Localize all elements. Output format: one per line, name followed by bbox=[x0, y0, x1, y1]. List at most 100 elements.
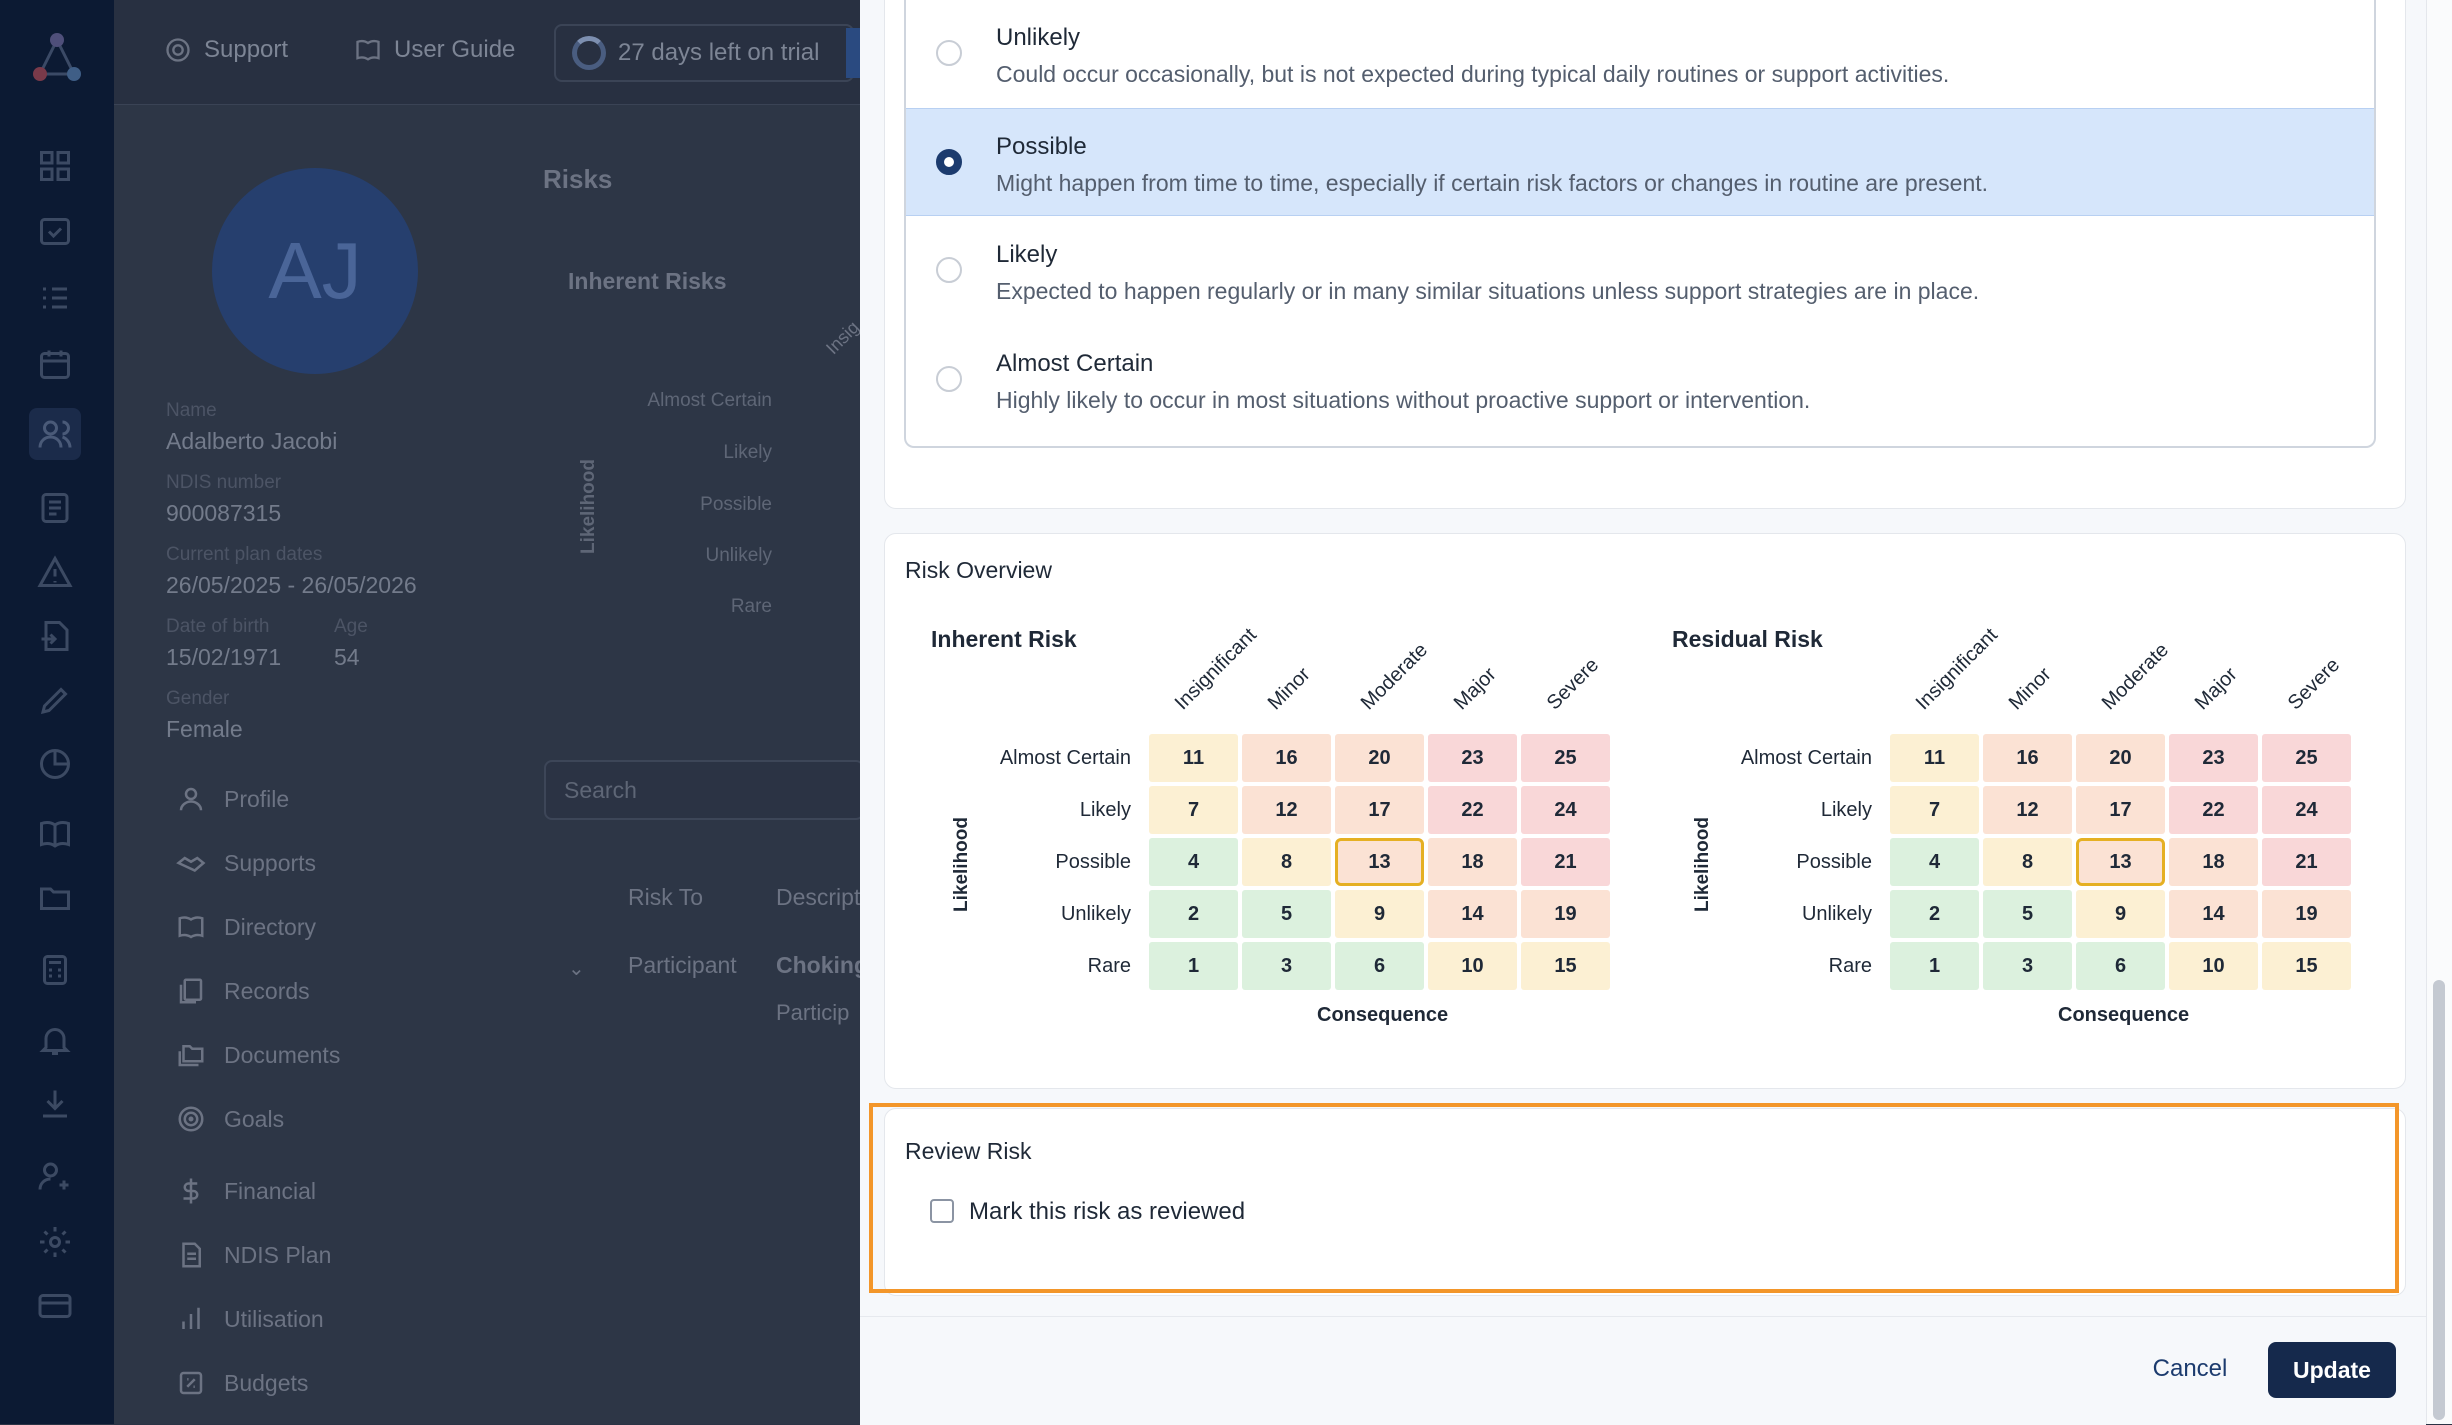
mark-reviewed-label[interactable]: Mark this risk as reviewed bbox=[969, 1198, 1246, 1225]
trial-indicator[interactable]: 27 days left on trial bbox=[554, 24, 854, 82]
name-value: Adalberto Jacobi bbox=[166, 428, 338, 454]
bg-row-label: Possible bbox=[700, 494, 772, 515]
likelihood-option-almost-certain[interactable]: Almost Certain Highly likely to occur in… bbox=[906, 326, 2374, 434]
matrix-cell: 5 bbox=[1242, 890, 1331, 938]
option-description: Expected to happen regularly or in many … bbox=[996, 278, 1980, 304]
notes-icon[interactable] bbox=[37, 490, 73, 526]
file-import-icon[interactable] bbox=[37, 618, 73, 654]
nav-profile[interactable]: Profile bbox=[176, 784, 289, 814]
matrix-cell: 23 bbox=[1428, 734, 1517, 782]
nav-ndis-plan[interactable]: NDIS Plan bbox=[176, 1240, 331, 1270]
likelihood-axis-label: Likelihood bbox=[951, 817, 972, 912]
matrix-cell: 17 bbox=[2076, 786, 2165, 834]
nav-records[interactable]: Records bbox=[176, 976, 310, 1006]
folder-icon[interactable] bbox=[37, 880, 73, 916]
update-button[interactable]: Update bbox=[2268, 1342, 2396, 1398]
user-settings-icon[interactable] bbox=[37, 1158, 73, 1194]
matrix-cell: 6 bbox=[2076, 942, 2165, 990]
nav-financial[interactable]: Financial bbox=[176, 1176, 316, 1206]
bg-row-label: Rare bbox=[730, 596, 772, 617]
calculator-icon[interactable] bbox=[37, 952, 73, 988]
matrix-cell: 4 bbox=[1149, 838, 1238, 886]
matrix-cell: 22 bbox=[1428, 786, 1517, 834]
likelihood-option-unlikely[interactable]: Unlikely Could occur occasionally, but i… bbox=[906, 0, 2374, 108]
expand-row-chevron-icon[interactable]: ⌄ bbox=[568, 958, 585, 980]
likelihood-option-possible[interactable]: Possible Might happen from time to time,… bbox=[906, 108, 2374, 216]
matrix-cell: 11 bbox=[1890, 734, 1979, 782]
risk-search-input[interactable]: Search bbox=[544, 760, 860, 820]
book-open-icon bbox=[356, 39, 380, 61]
option-title: Almost Certain bbox=[996, 350, 1154, 377]
scrollbar[interactable] bbox=[2426, 0, 2452, 1424]
age-label: Age bbox=[334, 616, 368, 637]
ndis-label: NDIS number bbox=[166, 472, 282, 493]
top-bar: Support User Guide bbox=[114, 0, 860, 105]
nav-directory[interactable]: Directory bbox=[176, 912, 316, 942]
dashboard-icon[interactable] bbox=[37, 148, 73, 184]
pie-chart-icon[interactable] bbox=[37, 746, 73, 782]
matrix-cell: 10 bbox=[2169, 942, 2258, 990]
review-risk-card bbox=[884, 1108, 2406, 1296]
mark-reviewed-checkbox[interactable] bbox=[930, 1199, 954, 1223]
matrix-cell: 2 bbox=[1149, 890, 1238, 938]
radio-button-selected[interactable] bbox=[936, 149, 962, 175]
gear-icon[interactable] bbox=[37, 1224, 73, 1260]
task-list-icon[interactable] bbox=[37, 280, 73, 316]
matrix-cell: 11 bbox=[1149, 734, 1238, 782]
nav-supports[interactable]: Supports bbox=[176, 848, 316, 878]
handshake-icon bbox=[176, 856, 206, 872]
support-link[interactable]: Support bbox=[164, 36, 288, 64]
credit-card-icon[interactable] bbox=[37, 1288, 73, 1324]
budget-icon bbox=[179, 1371, 203, 1395]
consequence-axis-label: Consequence bbox=[1317, 1004, 1449, 1026]
review-risk-title: Review Risk bbox=[905, 1138, 1032, 1164]
trial-progress-icon bbox=[572, 36, 606, 70]
download-icon[interactable] bbox=[37, 1086, 73, 1122]
matrix-cell: 24 bbox=[2262, 786, 2351, 834]
row-description: Choking bbox=[776, 952, 860, 978]
nav-goals[interactable]: Goals bbox=[176, 1104, 284, 1134]
row-risk-to: Participant bbox=[628, 952, 737, 978]
col-description: Descript bbox=[776, 884, 860, 910]
nav-documents[interactable]: Documents bbox=[176, 1040, 340, 1070]
book-icon[interactable] bbox=[37, 816, 73, 852]
bell-plus-icon[interactable] bbox=[37, 1022, 73, 1058]
matrix-cell: 21 bbox=[1521, 838, 1610, 886]
matrix-cell: 22 bbox=[2169, 786, 2258, 834]
calendar-check-icon[interactable] bbox=[37, 212, 73, 248]
matrix-cell: 21 bbox=[2262, 838, 2351, 886]
bg-likelihood-label: Likelihood bbox=[578, 459, 599, 554]
cancel-button[interactable]: Cancel bbox=[2140, 1340, 2240, 1398]
gender-label: Gender bbox=[166, 688, 230, 709]
background-app: Support User Guide 27 days left on trial… bbox=[0, 0, 860, 1424]
radio-button[interactable] bbox=[936, 40, 962, 66]
nav-utilisation[interactable]: Utilisation bbox=[176, 1304, 324, 1334]
nav-budgets[interactable]: Budgets bbox=[176, 1368, 308, 1398]
matrix-cell: 19 bbox=[2262, 890, 2351, 938]
nav-label: Records bbox=[224, 977, 310, 1004]
search-placeholder: Search bbox=[564, 776, 637, 803]
matrix-cell: 9 bbox=[2076, 890, 2165, 938]
inherent-risks-heading: Inherent Risks bbox=[568, 268, 727, 294]
calendar-icon[interactable] bbox=[37, 346, 73, 382]
matrix-row-label: Likely bbox=[1079, 799, 1131, 821]
matrix-row-label: Unlikely bbox=[1801, 903, 1872, 925]
matrix-cell: 20 bbox=[1335, 734, 1424, 782]
participants-icon[interactable] bbox=[29, 408, 81, 460]
signature-icon[interactable] bbox=[37, 682, 73, 718]
trial-label: 27 days left on trial bbox=[618, 39, 820, 66]
option-description: Highly likely to occur in most situation… bbox=[996, 387, 1811, 413]
user-guide-link[interactable]: User Guide bbox=[354, 36, 515, 64]
target-icon bbox=[178, 1106, 204, 1132]
radio-button[interactable] bbox=[936, 366, 962, 392]
book-icon bbox=[178, 916, 204, 939]
risk-overview-title: Risk Overview bbox=[905, 557, 1052, 583]
likelihood-option-likely[interactable]: Likely Expected to happen regularly or i… bbox=[906, 217, 2374, 325]
nav-label: Documents bbox=[224, 1041, 341, 1068]
likelihood-radio-group: Unlikely Could occur occasionally, but i… bbox=[904, 0, 2376, 448]
radio-button[interactable] bbox=[936, 257, 962, 283]
scrollbar-thumb[interactable] bbox=[2433, 980, 2445, 1420]
support-label: Support bbox=[204, 36, 289, 63]
upgrade-button[interactable] bbox=[846, 28, 860, 78]
warning-icon[interactable] bbox=[37, 554, 73, 590]
